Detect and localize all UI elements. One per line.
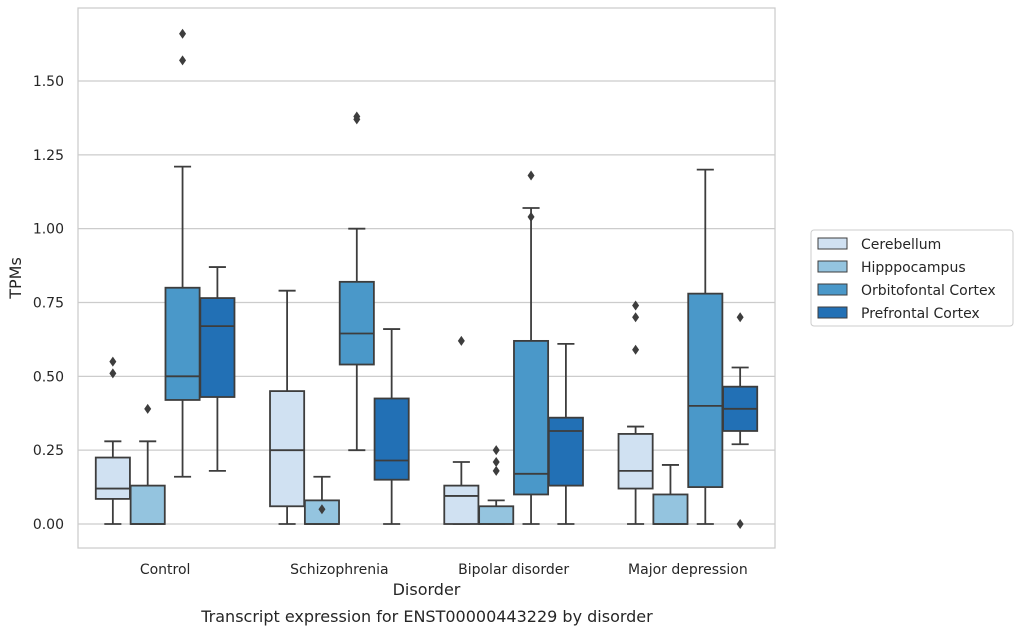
legend-swatch — [817, 260, 848, 273]
outlier-point — [632, 344, 640, 355]
plot-frame — [77, 7, 776, 549]
box-3-0 — [199, 266, 236, 472]
box-body — [513, 339, 550, 496]
box-1-0 — [129, 403, 166, 525]
box-1-3 — [652, 464, 689, 525]
box-body — [338, 280, 375, 366]
box-body — [652, 493, 689, 525]
box-2-1 — [338, 111, 375, 452]
x-tick-label: Control — [140, 562, 191, 578]
outlier-point — [109, 356, 117, 367]
outlier-point — [179, 28, 187, 39]
box-body — [129, 484, 166, 525]
box-body — [547, 416, 584, 487]
box-0-3 — [617, 300, 654, 525]
outlier-point — [353, 111, 361, 122]
legend-swatch — [817, 306, 848, 319]
box-body — [373, 397, 410, 481]
legend-frame — [810, 229, 1014, 327]
box-body — [687, 292, 724, 488]
outlier-point — [527, 211, 535, 222]
legend-label: Cerebellum — [861, 237, 941, 253]
y-tick-label: 0.25 — [33, 443, 64, 459]
x-tick-label: Major depression — [628, 562, 748, 578]
legend: Cerebellum Hipppocampus Orbitofontal Corte… — [810, 229, 1014, 327]
box-2-2 — [513, 170, 550, 525]
box-body — [269, 390, 306, 508]
box-body — [443, 484, 480, 525]
outlier-point — [492, 445, 500, 456]
legend-label: Orbitofontal Cortex — [861, 283, 996, 299]
outlier-point — [144, 403, 152, 414]
outlier-point — [318, 504, 326, 515]
y-tick-label: 0.00 — [33, 517, 64, 533]
legend-label: Hipppocampus — [861, 260, 966, 276]
y-tick-label: 0.75 — [33, 296, 64, 312]
chart-caption: Transcript expression for ENST0000044322… — [200, 607, 653, 626]
y-tick-label: 0.50 — [33, 369, 64, 385]
legend-swatch — [817, 237, 848, 250]
outlier-point — [632, 312, 640, 323]
box-body — [617, 433, 654, 490]
box-body — [478, 505, 515, 525]
box-1-1 — [303, 475, 340, 525]
outlier-point — [492, 465, 500, 476]
box-body — [164, 286, 201, 401]
x-axis-title: Disorder — [393, 580, 461, 599]
box-0-1 — [269, 289, 306, 525]
box-1-2 — [478, 445, 515, 525]
x-tick-label: Schizophrenia — [290, 562, 388, 578]
y-tick-label: 1.50 — [33, 74, 64, 90]
plot-background — [78, 8, 775, 548]
box-0-0 — [94, 356, 131, 525]
box-body — [94, 456, 131, 500]
y-axis-title: TPMs — [6, 257, 25, 300]
y-tick-label: 1.00 — [33, 222, 64, 238]
outlier-point — [736, 312, 744, 323]
outlier-point — [457, 335, 465, 346]
box-0-2 — [443, 335, 480, 525]
x-tick-label: Bipolar disorder — [458, 562, 569, 578]
x-axis-ticks: Control Schizophrenia Bipolar disorder Majo… — [140, 562, 748, 578]
outlier-point — [109, 368, 117, 379]
outlier-point — [527, 170, 535, 181]
legend-swatch — [817, 283, 848, 296]
boxes-layer — [94, 28, 759, 529]
box-3-3 — [722, 312, 759, 529]
box-body — [199, 297, 236, 398]
box-3-1 — [373, 328, 410, 525]
outlier-point — [632, 300, 640, 311]
y-tick-label: 1.25 — [33, 148, 64, 164]
outlier-point — [736, 519, 744, 529]
outlier-point — [492, 456, 500, 467]
legend-label: Prefrontal Cortex — [861, 306, 980, 322]
box-3-2 — [547, 342, 584, 525]
y-axis-ticks: 0.00 0.25 0.50 0.75 1.00 1.25 1.50 — [33, 74, 64, 533]
outlier-point — [179, 55, 187, 66]
